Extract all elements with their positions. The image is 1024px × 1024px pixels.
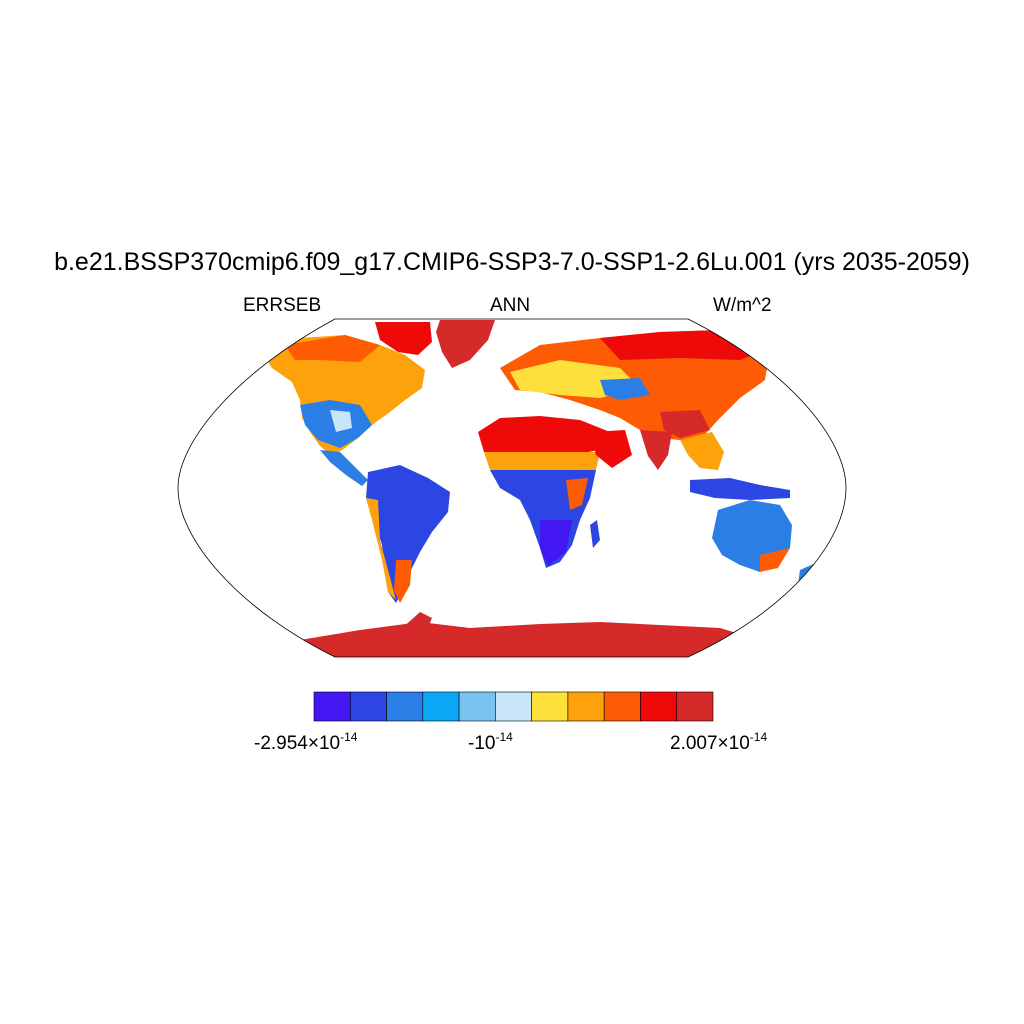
colorbar-label-max: 2.007×10-14	[670, 730, 768, 754]
north-america-lightblue	[330, 410, 352, 432]
colorbar-swatch-10	[676, 691, 714, 722]
colorbar-swatch-9	[640, 691, 678, 722]
central-america-region	[320, 450, 368, 486]
canadian-arctic-region	[375, 322, 432, 355]
siberia-band	[600, 330, 770, 360]
units-label: W/m^2	[713, 295, 772, 316]
colorbar-swatch-4	[458, 691, 496, 722]
variable-name: ERRSEB	[243, 295, 322, 316]
map-boundary	[177, 318, 847, 658]
land-fields	[262, 320, 818, 657]
sahel-band	[484, 452, 600, 474]
colorbar-swatch-5	[495, 691, 532, 722]
colorbar-swatch-2	[386, 691, 424, 722]
greenland-region	[436, 320, 495, 368]
map-title: b.e21.BSSP370cmip6.f09_g17.CMIP6-SSP3-7.…	[54, 248, 970, 276]
colorbar-swatch-3	[422, 691, 460, 722]
antarctic-peninsula	[400, 612, 432, 635]
colorbar-swatch-7	[567, 691, 605, 722]
colorbar	[313, 691, 714, 722]
australia-coast	[760, 548, 790, 572]
east-africa-region	[566, 478, 588, 510]
colorbar-swatch-6	[531, 691, 569, 722]
tibet-region	[660, 410, 710, 438]
antarctica-region	[300, 622, 760, 657]
central-asia-blue	[600, 378, 650, 400]
season-label: ANN	[490, 295, 531, 316]
colorbar-swatch-0	[313, 691, 351, 722]
southeast-asia-region	[680, 432, 724, 470]
madagascar-region	[590, 520, 600, 548]
colorbar-swatch-1	[349, 691, 387, 722]
colorbar-swatch-8	[603, 691, 641, 722]
india-region	[640, 430, 672, 470]
colorbar-label-mid: -10-14	[468, 730, 513, 754]
colorbar-label-min: -2.954×10-14	[254, 730, 358, 754]
southern-africa-region	[540, 520, 572, 566]
indonesia-region	[690, 478, 790, 500]
south-america-south-tip	[394, 560, 412, 603]
sahara-region	[478, 416, 610, 458]
arabia-region	[590, 430, 632, 468]
new-zealand-region	[798, 562, 818, 585]
north-america-north-band	[285, 335, 380, 362]
south-america-west-edge	[366, 498, 396, 600]
north-america-region	[262, 335, 425, 456]
